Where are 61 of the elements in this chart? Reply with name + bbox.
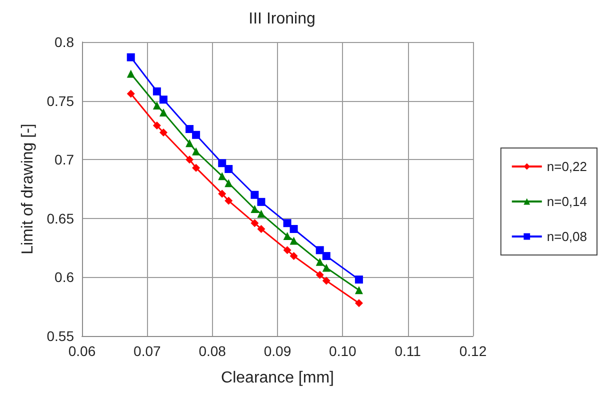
point: [354, 286, 363, 294]
point: [250, 219, 259, 228]
point: [322, 276, 330, 285]
point: [322, 252, 330, 260]
point: [290, 252, 298, 260]
point: [316, 258, 324, 266]
point: [192, 164, 200, 172]
point: [290, 224, 298, 233]
point: [257, 198, 266, 206]
x-tick-label: 0.12: [459, 343, 487, 359]
point: [257, 210, 266, 218]
y-tick-label: 0.8: [54, 34, 74, 50]
y-tick-label: 0.6: [54, 269, 74, 286]
point: [126, 70, 135, 78]
x-axis-title: Clearance [mm]: [221, 370, 334, 386]
point: [126, 53, 135, 62]
point: [257, 224, 266, 233]
point: [283, 232, 292, 240]
point: [354, 299, 363, 308]
x-tick-label: 0.08: [198, 343, 226, 359]
y-tick-label: 0.55: [46, 328, 74, 344]
point: [126, 90, 135, 98]
x-tick-label: 0.06: [68, 343, 96, 359]
point: [186, 139, 194, 148]
point: [224, 179, 233, 188]
x-tick-label: 0.07: [134, 343, 162, 359]
chart-title: III Ironing: [248, 10, 316, 28]
point: [224, 165, 233, 174]
point: [159, 108, 168, 117]
point: [192, 147, 200, 156]
y-axis-title: Limit of drawing [-]: [19, 124, 36, 254]
x-tick-label: 0.11: [394, 343, 422, 359]
point: [159, 128, 168, 137]
point: [322, 264, 330, 272]
y-tick-label: 0.75: [46, 92, 74, 109]
point: [218, 190, 226, 198]
point: [283, 246, 292, 254]
point: [316, 270, 324, 279]
point: [152, 87, 161, 96]
point: [316, 246, 324, 254]
point: [354, 276, 363, 284]
point: [250, 204, 259, 213]
point: [218, 159, 226, 168]
point: [186, 125, 194, 134]
x-tick-label: 0.09: [264, 343, 292, 359]
point: [186, 156, 194, 164]
point: [218, 172, 226, 180]
point: [152, 121, 161, 130]
point: [192, 130, 200, 139]
y-tick-label: 0.7: [54, 152, 74, 168]
y-tick-label: 0.65: [46, 210, 74, 226]
point: [250, 190, 259, 199]
legend-label: n=0,22: [546, 159, 587, 174]
point: [224, 196, 233, 205]
point: [159, 96, 168, 104]
legend-label: n=0,14: [546, 194, 587, 209]
point: [290, 236, 298, 245]
point: [283, 219, 292, 228]
legend-label: n=0,08: [546, 229, 587, 244]
point: [152, 102, 161, 110]
x-tick-label: 0.10: [329, 343, 357, 359]
